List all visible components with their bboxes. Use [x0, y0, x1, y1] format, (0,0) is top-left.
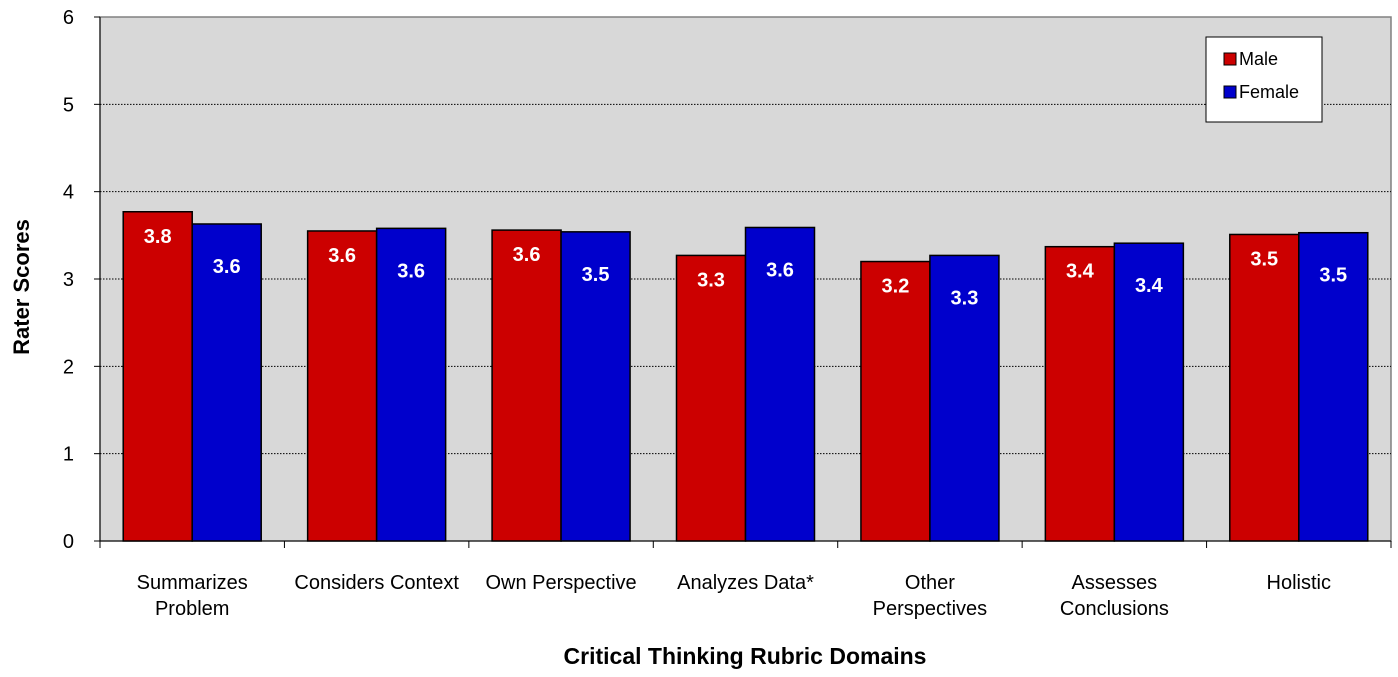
bar-male — [675, 254, 747, 542]
bar-male — [122, 211, 193, 542]
axes: 0 1 2 3 4 5 6 Summarizes Problem Considers Contex… — [63, 7, 1392, 620]
data-label: 3.5 — [1319, 265, 1347, 287]
data-label: 3.5 — [582, 264, 610, 286]
legend-swatch-male — [1223, 52, 1237, 66]
x-tick-label-line: Own Perspective — [485, 572, 636, 594]
bar-female — [1113, 242, 1185, 542]
data-label: 3.6 — [213, 256, 241, 278]
x-tick-label-line: Summarizes — [137, 572, 248, 594]
x-tick-label: Holistic — [1267, 572, 1331, 594]
x-tick-label-line: Analyzes Data* — [677, 572, 814, 594]
legend-label: Male — [1239, 49, 1278, 69]
data-label: 3.3 — [951, 287, 979, 309]
bar-male — [1229, 233, 1300, 542]
bar-female — [929, 254, 1000, 542]
data-label: 3.6 — [766, 259, 794, 281]
y-tick-label: 0 — [63, 531, 74, 553]
data-label: 3.6 — [328, 245, 356, 267]
legend-label: Female — [1239, 82, 1299, 102]
x-tick-label: Summarizes Problem — [137, 572, 248, 620]
data-label: 3.2 — [882, 276, 910, 298]
data-label: 3.6 — [513, 244, 541, 266]
x-tick-label-line: Considers Context — [294, 572, 459, 594]
y-tick-label: 1 — [63, 444, 74, 466]
x-tick-label-line: Holistic — [1267, 572, 1331, 594]
x-tick-label-line: Problem — [155, 598, 229, 620]
legend-swatch-female — [1223, 85, 1237, 99]
bars: 3.8 3.6 3.6 3.6 3.6 3.5 3.3 3.6 3.2 3.3 3.4 3.4 3.5 3… — [122, 211, 1369, 542]
data-label: 3.4 — [1135, 275, 1164, 297]
bar-male — [491, 229, 562, 542]
bar-female — [1298, 231, 1369, 542]
data-label: 3.4 — [1066, 261, 1095, 283]
y-tick-label: 6 — [63, 7, 74, 29]
y-tick-label: 4 — [63, 182, 74, 204]
y-tick-label: 2 — [63, 356, 74, 378]
legend: Male Female — [1205, 36, 1323, 123]
bar-female — [375, 227, 447, 542]
data-label: 3.5 — [1250, 248, 1278, 270]
x-tick-label-line: Perspectives — [873, 598, 988, 620]
x-tick-label: Other Perspectives — [873, 572, 988, 620]
bar-female — [560, 231, 631, 542]
x-tick-label: Assesses Conclusions — [1060, 572, 1169, 620]
legend-box — [1205, 36, 1323, 123]
x-tick-label-line: Assesses — [1072, 572, 1158, 594]
x-tick-label-line: Conclusions — [1060, 598, 1169, 620]
bar-male — [1044, 245, 1116, 542]
data-label: 3.8 — [144, 226, 172, 248]
data-label: 3.3 — [697, 269, 725, 291]
x-axis-title: Critical Thinking Rubric Domains — [564, 643, 927, 669]
x-tick-label: Considers Context — [294, 572, 459, 594]
bar-female — [744, 226, 816, 542]
data-label: 3.6 — [397, 260, 425, 282]
y-axis-title: Rater Scores — [9, 219, 34, 355]
y-tick-label: 3 — [63, 269, 74, 291]
y-tick-label: 5 — [63, 94, 74, 116]
bar-male — [860, 260, 931, 542]
x-tick-label-line: Other — [905, 572, 955, 594]
x-tick-label: Analyzes Data* — [677, 572, 814, 594]
bar-male — [306, 230, 378, 542]
x-tick-label: Own Perspective — [485, 572, 636, 594]
